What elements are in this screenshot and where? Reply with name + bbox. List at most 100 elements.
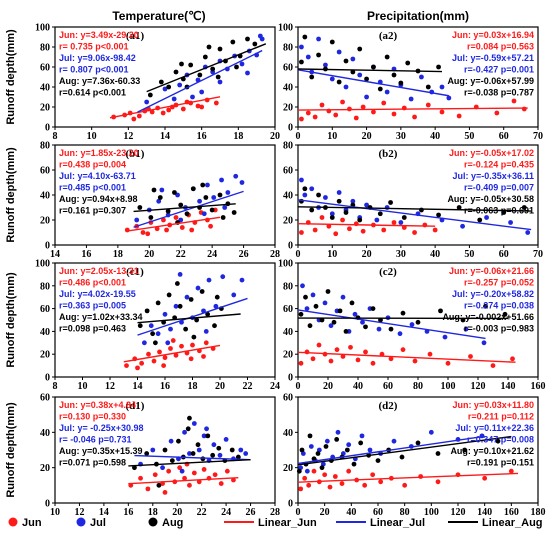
y-tick-label: 0 xyxy=(45,123,50,134)
fit-line-aug xyxy=(133,203,236,213)
point-jun xyxy=(201,354,206,359)
point-jun xyxy=(196,479,202,485)
point-jun xyxy=(339,481,345,486)
point-jun xyxy=(340,354,346,359)
x-tick-label: 70 xyxy=(533,249,543,260)
fit-line-jun xyxy=(128,476,239,485)
stat-annotation: r=-0.427 p=0.001 xyxy=(464,65,534,75)
point-aug xyxy=(329,39,335,45)
legend-label: Linear_Aug xyxy=(482,517,543,529)
fit-line-jun xyxy=(109,96,221,119)
point-jun xyxy=(494,110,500,116)
point-jun xyxy=(231,477,236,483)
point-aug xyxy=(425,84,431,90)
point-aug xyxy=(200,182,206,188)
point-aug xyxy=(212,323,217,329)
x-tick-label: 160 xyxy=(531,381,546,392)
point-jun xyxy=(370,472,376,478)
point-aug xyxy=(252,41,258,47)
point-jun xyxy=(224,468,230,474)
point-aug xyxy=(343,210,349,215)
fit-line-jul xyxy=(137,297,248,336)
point-jul xyxy=(324,438,330,444)
stat-annotation: Aug: y=7.36x-60.33 xyxy=(59,76,140,86)
panel-label: (a1) xyxy=(126,30,145,42)
point-jul xyxy=(299,177,304,183)
point-jun xyxy=(161,363,167,368)
point-jul xyxy=(340,294,346,300)
point-jun xyxy=(319,215,325,220)
point-jul xyxy=(460,223,465,229)
stat-annotation: Jun: y=-0.06x+21.66 xyxy=(449,266,534,276)
stat-annotation: r=0.486 p<0.001 xyxy=(59,278,126,288)
point-aug xyxy=(235,454,241,460)
point-jun xyxy=(138,475,143,481)
x-tick-label: 40 xyxy=(353,381,363,392)
point-jul xyxy=(217,452,223,458)
y-tick-label: 20 xyxy=(283,216,293,227)
point-aug xyxy=(438,308,443,314)
point-aug xyxy=(148,215,154,220)
point-aug xyxy=(179,61,184,67)
point-jun xyxy=(139,360,145,366)
x-tick-label: 10 xyxy=(78,381,88,392)
x-tick-label: 20 xyxy=(172,507,182,518)
point-aug xyxy=(172,190,177,195)
point-jun xyxy=(304,349,310,355)
x-tick-label: 28 xyxy=(270,507,280,518)
point-jul xyxy=(184,294,190,300)
point-jun xyxy=(135,365,140,371)
stat-annotation: r=0.614 p<0.001 xyxy=(59,88,126,98)
x-tick-label: 14 xyxy=(50,249,60,260)
stat-annotation: Aug: y=-0.002x+51.66 xyxy=(442,312,534,322)
point-jun xyxy=(298,486,304,492)
panel-label: (d2) xyxy=(379,400,398,412)
point-jun xyxy=(145,486,151,492)
point-jul xyxy=(463,326,469,332)
point-jul xyxy=(384,89,390,95)
point-jul xyxy=(159,187,165,193)
point-aug xyxy=(183,326,189,332)
point-jul xyxy=(335,429,341,435)
stat-annotation: r=-0.038 p=0.787 xyxy=(464,88,534,98)
point-jun xyxy=(124,363,129,368)
stat-annotation: r= 0.807 p<0.001 xyxy=(59,65,129,75)
point-jun xyxy=(154,226,160,232)
x-tick-label: 140 xyxy=(501,381,516,392)
point-jun xyxy=(348,344,353,350)
point-aug xyxy=(377,211,383,217)
point-aug xyxy=(331,319,337,325)
stat-annotation: Jun: y=-0.05x+17.02 xyxy=(449,148,534,158)
point-jun xyxy=(201,467,207,472)
x-tick-label: 0 xyxy=(296,381,301,392)
stat-annotation: r=0.084 p=0.563 xyxy=(467,42,534,52)
stat-annotation: Jul: y=4.10x-63.71 xyxy=(59,171,136,181)
point-jun xyxy=(177,465,183,471)
point-jul xyxy=(203,329,209,334)
x-tick-label: 14 xyxy=(160,131,170,142)
point-jul xyxy=(359,433,365,439)
y-tick-label: 0 xyxy=(45,499,50,510)
fit-line-jun xyxy=(297,223,436,227)
x-tick-label: 70 xyxy=(533,131,543,142)
point-aug xyxy=(220,215,226,220)
stat-annotation: r=0.071 p=0.598 xyxy=(59,458,126,468)
point-aug xyxy=(336,79,342,85)
point-jul xyxy=(204,426,209,432)
legend-marker xyxy=(148,517,158,527)
point-aug xyxy=(398,80,404,86)
fit-line-jun xyxy=(297,351,516,363)
legend-marker xyxy=(8,517,18,527)
fit-line-aug xyxy=(137,313,241,324)
y-axis-label: Runoff depth(mm) xyxy=(5,147,17,243)
x-tick-label: 30 xyxy=(396,131,406,142)
stat-annotation: r=-0.124 p=0.435 xyxy=(464,160,534,170)
fit-line-jun xyxy=(297,472,519,483)
point-jun xyxy=(305,110,311,116)
point-jul xyxy=(323,195,328,200)
point-aug xyxy=(217,46,223,52)
point-jun xyxy=(157,349,162,355)
point-jul xyxy=(201,433,207,439)
x-tick-label: 16 xyxy=(197,131,207,142)
stat-annotation: Aug: y=0.35x+15.39 xyxy=(59,446,143,456)
